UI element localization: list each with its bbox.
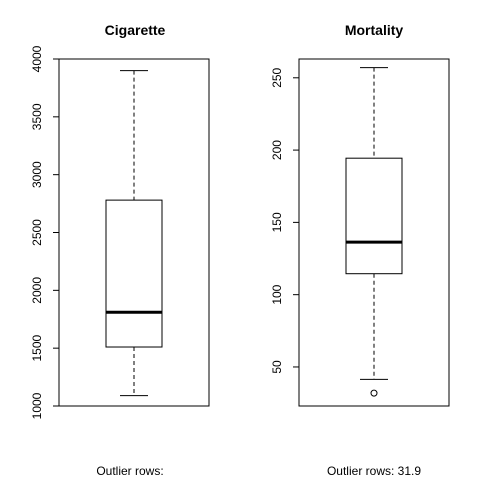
- y-tick-label: 2000: [30, 277, 44, 304]
- y-tick-label: 100: [270, 284, 284, 304]
- y-axis-cigarette: 1000 1500 2000 2500 3000 3500 4000: [30, 45, 60, 419]
- panel-mortality: Mortality 50 100 150 200 250 Outlier rows: 3…: [270, 22, 450, 478]
- outlier-caption-cigarette: Outlier rows:: [96, 464, 163, 478]
- panel-cigarette: Cigarette 1000 1500 2000 2500 3000 3500 4000 O…: [30, 22, 210, 478]
- y-tick-label: 3500: [30, 103, 44, 130]
- plot-frame-cigarette: [58, 58, 210, 407]
- plot-title-mortality: Mortality: [345, 22, 404, 38]
- outlier-caption-mortality: Outlier rows: 31.9: [327, 464, 421, 478]
- y-tick-label: 200: [270, 140, 284, 160]
- iqr-box: [105, 199, 163, 348]
- plot-title-cigarette: Cigarette: [105, 22, 166, 38]
- box-mortality: [345, 67, 403, 397]
- y-tick-label: 1000: [30, 392, 44, 419]
- y-tick-label: 150: [270, 212, 284, 232]
- y-tick-label: 50: [270, 360, 284, 374]
- outlier-point: [370, 389, 378, 397]
- y-tick-label: 250: [270, 67, 284, 87]
- iqr-box: [345, 157, 403, 275]
- box-cigarette: [105, 70, 163, 397]
- y-tick-label: 2500: [30, 219, 44, 246]
- y-tick-label: 1500: [30, 334, 44, 361]
- y-tick-label: 3000: [30, 161, 44, 188]
- y-axis-mortality: 50 100 150 200 250: [270, 67, 300, 374]
- y-tick-label: 4000: [30, 45, 44, 72]
